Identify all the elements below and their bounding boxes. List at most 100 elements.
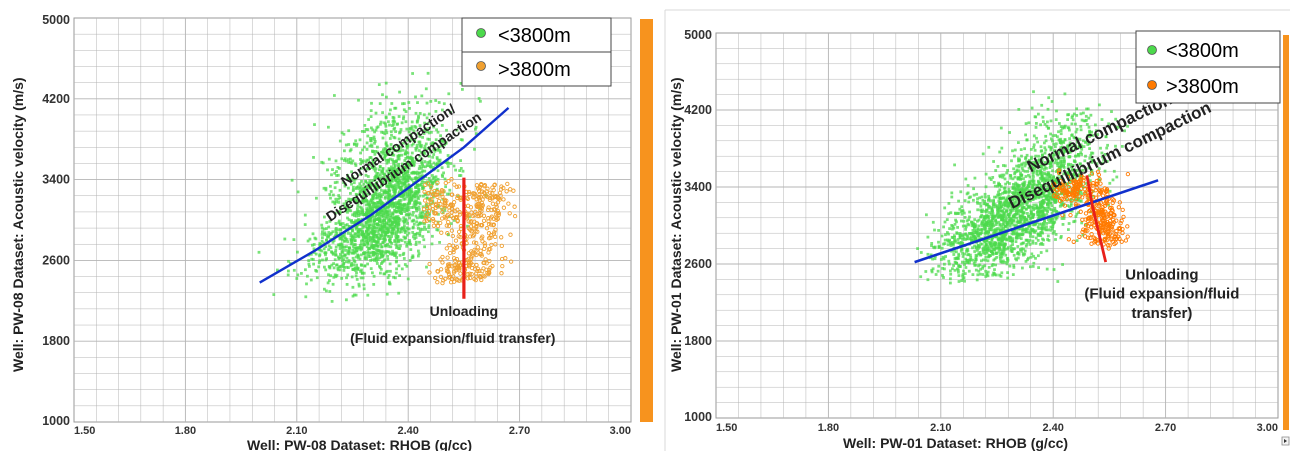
data-point <box>948 263 951 266</box>
data-point <box>376 197 379 200</box>
data-point <box>418 214 421 217</box>
data-point <box>1015 217 1018 220</box>
data-point <box>366 250 369 253</box>
data-point <box>1005 210 1008 213</box>
data-point <box>416 101 419 104</box>
data-point <box>977 265 980 268</box>
data-point <box>397 240 400 243</box>
data-point <box>346 274 349 277</box>
data-point <box>379 235 382 238</box>
data-point <box>967 224 970 227</box>
data-point <box>293 238 296 241</box>
data-point <box>1002 249 1005 252</box>
data-point <box>367 240 370 243</box>
data-point <box>1004 191 1007 194</box>
data-point <box>447 165 450 168</box>
data-point <box>1024 170 1027 173</box>
data-point <box>321 230 324 233</box>
data-point <box>349 158 352 161</box>
data-point <box>1039 123 1042 126</box>
data-point <box>381 213 384 216</box>
data-point <box>351 235 354 238</box>
data-point <box>360 277 363 280</box>
data-point <box>412 211 415 214</box>
data-point <box>414 172 417 175</box>
data-point <box>376 218 379 221</box>
data-point <box>423 170 426 173</box>
data-point <box>334 249 337 252</box>
data-point <box>381 227 384 230</box>
data-point <box>367 233 370 236</box>
data-point <box>397 235 400 238</box>
data-point <box>1098 104 1101 107</box>
x-axis-label: Well: PW-08 Dataset: RHOB (g/cc) <box>247 437 472 451</box>
data-point <box>333 94 336 97</box>
data-point <box>994 264 997 267</box>
data-point <box>994 258 997 261</box>
data-point <box>959 190 962 193</box>
data-point <box>999 243 1002 246</box>
data-point <box>386 206 389 209</box>
data-point <box>1006 169 1009 172</box>
data-point <box>973 218 976 221</box>
data-point <box>322 162 325 165</box>
data-point <box>422 187 425 190</box>
data-point <box>972 223 975 226</box>
data-point <box>941 235 944 238</box>
data-point <box>411 254 414 257</box>
data-point <box>377 227 380 230</box>
data-point <box>1062 223 1065 226</box>
data-point <box>393 217 396 220</box>
data-point <box>954 223 957 226</box>
data-point <box>1038 223 1041 226</box>
data-point <box>1046 203 1049 206</box>
data-point <box>307 259 310 262</box>
data-point <box>1050 219 1053 222</box>
data-point <box>406 265 409 268</box>
data-point <box>949 277 952 280</box>
data-point <box>383 219 386 222</box>
data-point <box>949 273 952 276</box>
data-point <box>948 239 951 242</box>
data-point <box>1037 113 1040 116</box>
data-point <box>411 191 414 194</box>
data-point <box>1011 186 1014 189</box>
data-point <box>1045 228 1048 231</box>
data-point <box>406 222 409 225</box>
data-point <box>927 253 930 256</box>
data-point <box>367 243 370 246</box>
data-point <box>404 181 407 184</box>
data-point <box>339 223 342 226</box>
data-point <box>944 255 947 258</box>
data-point <box>341 247 344 250</box>
data-point <box>972 233 975 236</box>
data-point <box>415 207 418 210</box>
data-point <box>416 196 419 199</box>
data-point <box>354 233 357 236</box>
data-point <box>332 276 335 279</box>
data-point <box>341 259 344 262</box>
data-point <box>377 245 380 248</box>
data-point <box>354 139 357 142</box>
data-point <box>1076 128 1079 131</box>
legend: <3800m >3800m <box>462 18 611 86</box>
data-point <box>462 170 465 173</box>
data-point <box>371 271 374 274</box>
x-tick-label: 3.00 <box>610 425 631 437</box>
data-point <box>328 290 331 293</box>
data-point <box>392 123 395 126</box>
data-point <box>362 236 365 239</box>
data-point <box>344 254 347 257</box>
data-point <box>927 236 930 239</box>
data-point <box>360 254 363 257</box>
data-point <box>1037 227 1040 230</box>
data-point <box>1042 222 1045 225</box>
data-point <box>980 205 983 208</box>
data-point <box>1017 221 1020 224</box>
data-point <box>385 82 388 85</box>
data-point <box>403 222 406 225</box>
legend-label-deep: >3800m <box>498 59 571 81</box>
data-point <box>1000 127 1003 130</box>
data-point <box>315 197 318 200</box>
